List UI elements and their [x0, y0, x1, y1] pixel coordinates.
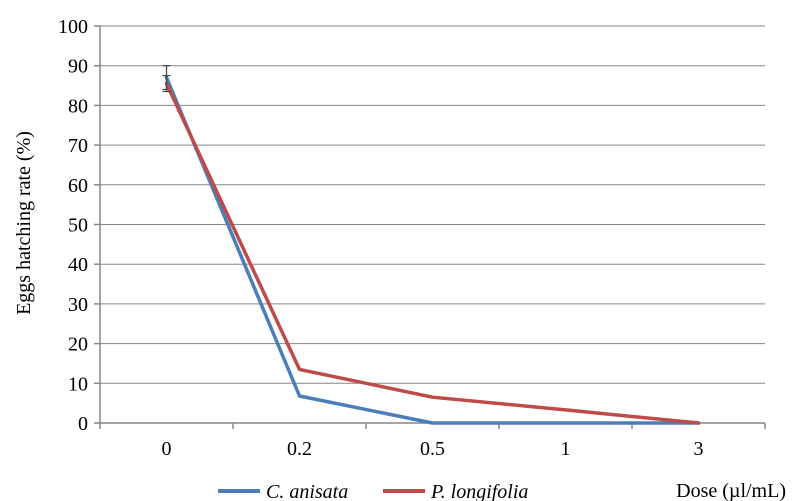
y-tick-label: 20 [68, 334, 88, 356]
x-tick-label: 0.5 [420, 438, 445, 460]
y-tick-label: 80 [68, 95, 88, 117]
y-axis-ticks: 0 10 20 30 40 50 60 70 80 90 100 [58, 16, 100, 435]
y-tick-label: 90 [68, 56, 88, 78]
y-tick-label: 40 [68, 254, 88, 276]
series-group [162, 65, 701, 425]
legend-label: C. anisata [266, 481, 348, 501]
y-tick-label: 30 [68, 294, 88, 316]
series-line [164, 81, 701, 425]
y-tick-label: 70 [68, 135, 88, 157]
x-axis-ticks: 0 0.2 0.5 1 3 [99, 423, 766, 460]
y-tick-label: 10 [68, 373, 88, 395]
x-tick-label: 1 [561, 438, 571, 460]
y-tick-label: 60 [68, 175, 88, 197]
legend: C. anisata P. longifolia [218, 481, 528, 501]
x-axis-title: Dose (µl/mL) [676, 480, 786, 501]
y-axis-title: Eggs hatching rate (%) [13, 131, 35, 315]
legend-label: P. longifolia [430, 481, 528, 501]
x-tick-label: 0.2 [287, 438, 312, 460]
x-tick-label: 3 [694, 438, 704, 460]
y-tick-label: 100 [58, 16, 88, 38]
series-line [164, 75, 701, 425]
x-tick-label: 0 [162, 438, 172, 460]
y-tick-label: 50 [68, 215, 88, 237]
gridlines [100, 25, 765, 384]
y-tick-label: 0 [78, 413, 88, 435]
